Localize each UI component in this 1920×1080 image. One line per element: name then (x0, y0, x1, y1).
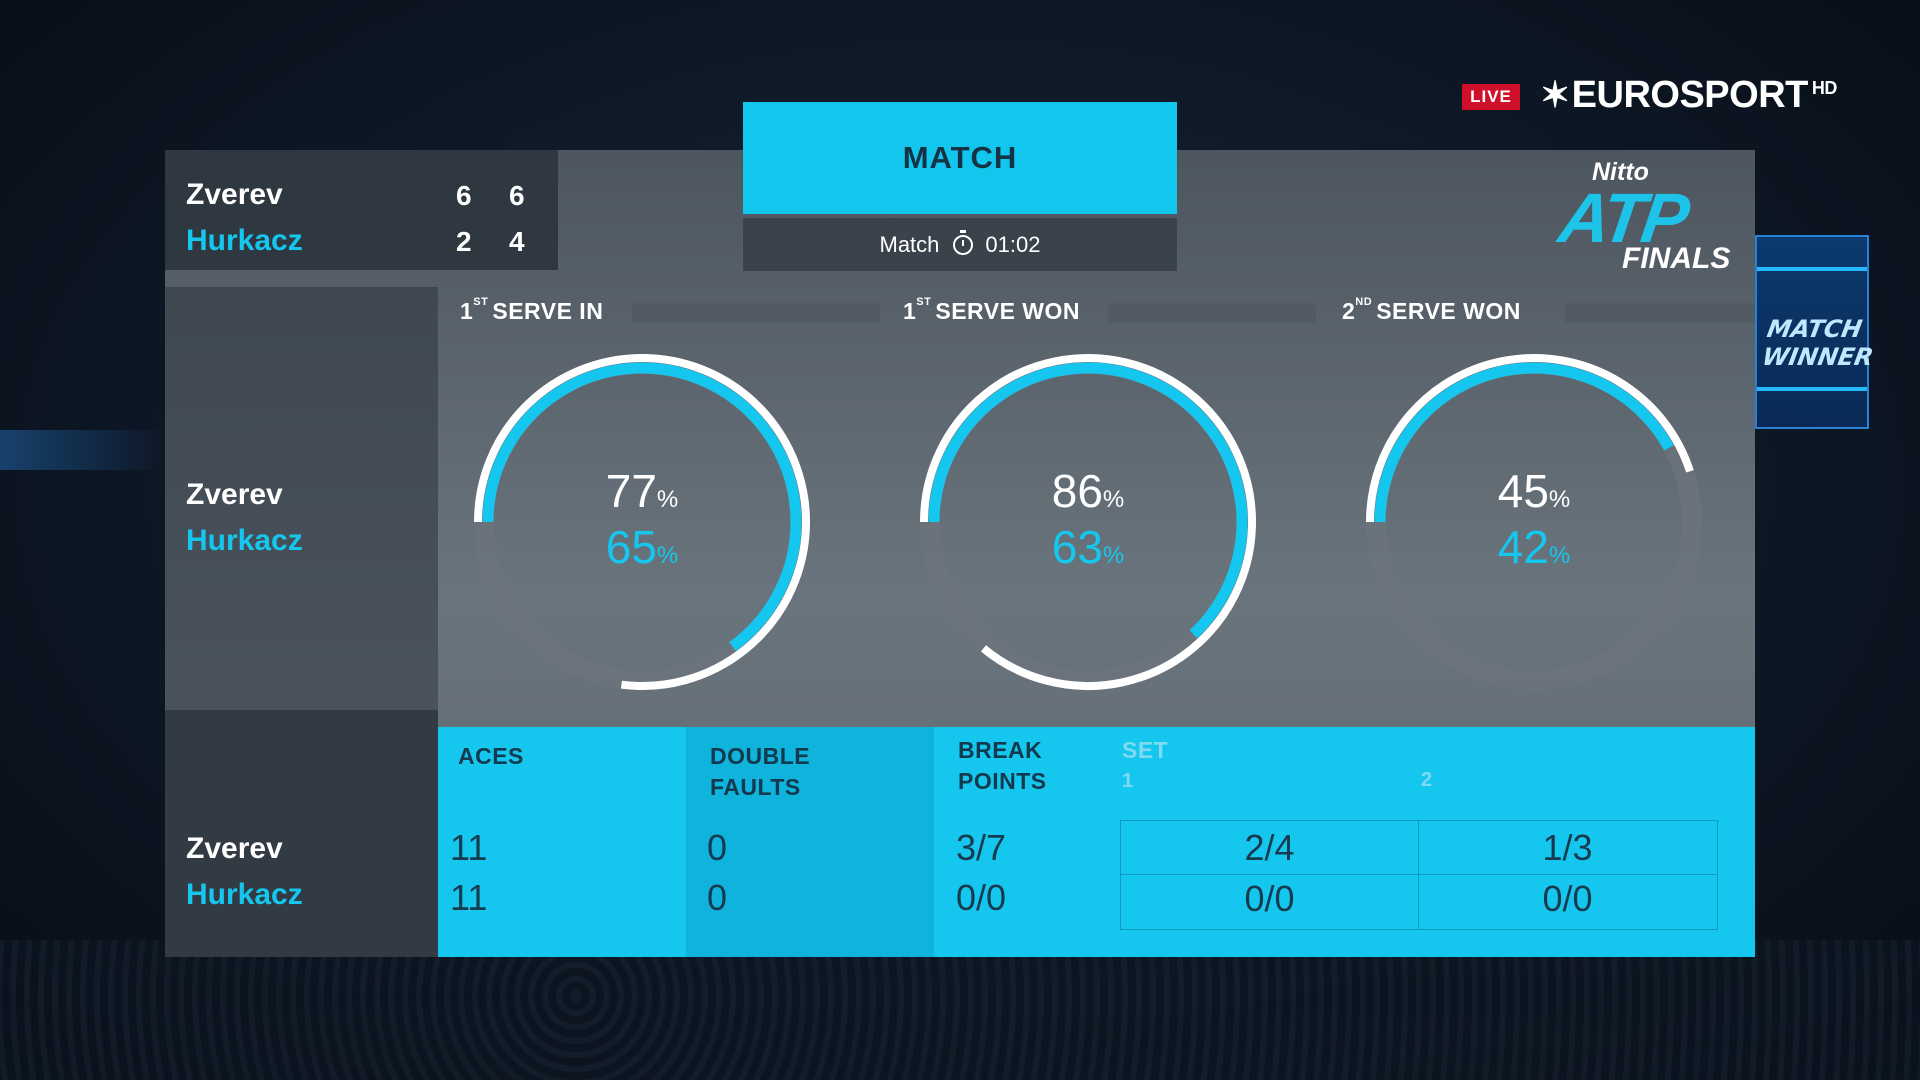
player-2-name: Hurkacz (186, 878, 303, 911)
ring-chart (474, 354, 810, 690)
player-2-arc (928, 362, 1248, 639)
logo-sponsor: Nitto (1592, 158, 1649, 186)
player-1-value: 77% (605, 465, 679, 517)
crowd-background (0, 940, 1920, 1080)
player-1-value: 45% (1497, 465, 1571, 517)
ring-first-serve-in: 77% 65% (472, 352, 812, 692)
stat-heading-first-serve-won: 1ST SERVE WON (903, 296, 1081, 324)
serve-player-labels: Zverev Hurkacz (186, 478, 303, 558)
heading-divider (632, 303, 880, 323)
break-points-p2: 0/0 (956, 877, 1007, 918)
double-faults-label: DOUBLE FAULTS (710, 743, 811, 800)
break-points-p1: 3/7 (956, 827, 1007, 868)
players-column (165, 287, 438, 710)
players-column-bottom (165, 710, 438, 957)
set-2-label: 2 (1421, 769, 1433, 791)
eurosport-star-icon: ✶ (1540, 74, 1570, 115)
set-score: 2 (456, 226, 472, 257)
player-1-arc (1366, 354, 1694, 523)
stopwatch-icon (953, 230, 974, 255)
heading-divider (1565, 303, 1755, 323)
player-2-value: 42% (1497, 521, 1571, 573)
heading-divider (1108, 303, 1316, 323)
break-points-label: BREAK POINTS (958, 737, 1047, 794)
set-score: 6 (456, 180, 472, 211)
bottom-stats: ACES DOUBLE FAULTS BREAK POINTS SET 1 2 11 … (438, 727, 1755, 957)
player-1-name: Zverev (186, 832, 283, 865)
arena-led-screen: MATCH WINNER (1755, 235, 1875, 429)
player-2-name: Hurkacz (186, 524, 303, 557)
stat-heading-second-serve-won: 2ND SERVE WON (1342, 296, 1521, 324)
ring-second-serve-won: 45% 42% (1364, 352, 1704, 692)
atp-finals-logo: Nitto ATP FINALS (1540, 158, 1750, 276)
set-score: 6 (509, 180, 525, 211)
stat-heading-first-serve-in: 1ST SERVE IN (460, 296, 604, 324)
timer-label: Match (879, 232, 940, 257)
timer-value: 01:02 (985, 232, 1041, 257)
tab-match[interactable]: MATCH (743, 102, 1177, 214)
scoreboard-player-2: Hurkacz (186, 224, 303, 257)
match-timer: Match 01:02 (743, 218, 1177, 271)
player-1-value: 86% (1051, 465, 1125, 517)
player-1-arc (920, 354, 1256, 690)
set-1-p2: 0/0 (1244, 878, 1295, 919)
live-badge: LIVE (1462, 84, 1520, 110)
arena-screen-text: MATCH WINNER (1760, 315, 1876, 371)
grid-divider (1418, 821, 1419, 929)
set-2-p2: 0/0 (1542, 878, 1593, 919)
set-1-p1: 2/4 (1244, 827, 1295, 868)
player-2-value: 65% (605, 521, 679, 573)
aces-p1: 11 (450, 827, 488, 868)
ring-chart (920, 354, 1256, 690)
double-faults-p1: 0 (707, 827, 728, 868)
aces-label: ACES (458, 743, 524, 769)
scoreboard: Zverev Hurkacz 6 6 2 4 (165, 150, 558, 270)
channel-name: EUROSPORT (1571, 74, 1809, 116)
ring-first-serve-won: 86% 63% (918, 352, 1258, 692)
player-2-arc (482, 362, 802, 652)
arena-lights (0, 430, 165, 470)
double-faults-column (686, 727, 934, 957)
ring-chart (1366, 354, 1702, 690)
logo-event: FINALS (1622, 242, 1731, 275)
scoreboard-player-1: Zverev (186, 178, 283, 211)
player-1-name: Zverev (186, 478, 283, 511)
grid-divider (1121, 874, 1717, 875)
player-1-arc (474, 354, 810, 690)
set-label: SET 1 (1122, 737, 1169, 792)
break-points-by-set-table: 2/4 1/3 0/0 0/0 (1120, 820, 1718, 930)
player-2-value: 63% (1051, 521, 1125, 573)
player-2-arc (1374, 362, 1674, 523)
channel-logo: ✶EUROSPORT HD (1540, 74, 1837, 117)
bottom-player-labels: Zverev Hurkacz (186, 832, 303, 912)
channel-hd: HD (1811, 78, 1838, 98)
double-faults-p2: 0 (707, 877, 728, 918)
aces-p2: 11 (450, 877, 488, 918)
set-2-p1: 1/3 (1542, 827, 1593, 868)
set-score: 4 (509, 226, 525, 257)
